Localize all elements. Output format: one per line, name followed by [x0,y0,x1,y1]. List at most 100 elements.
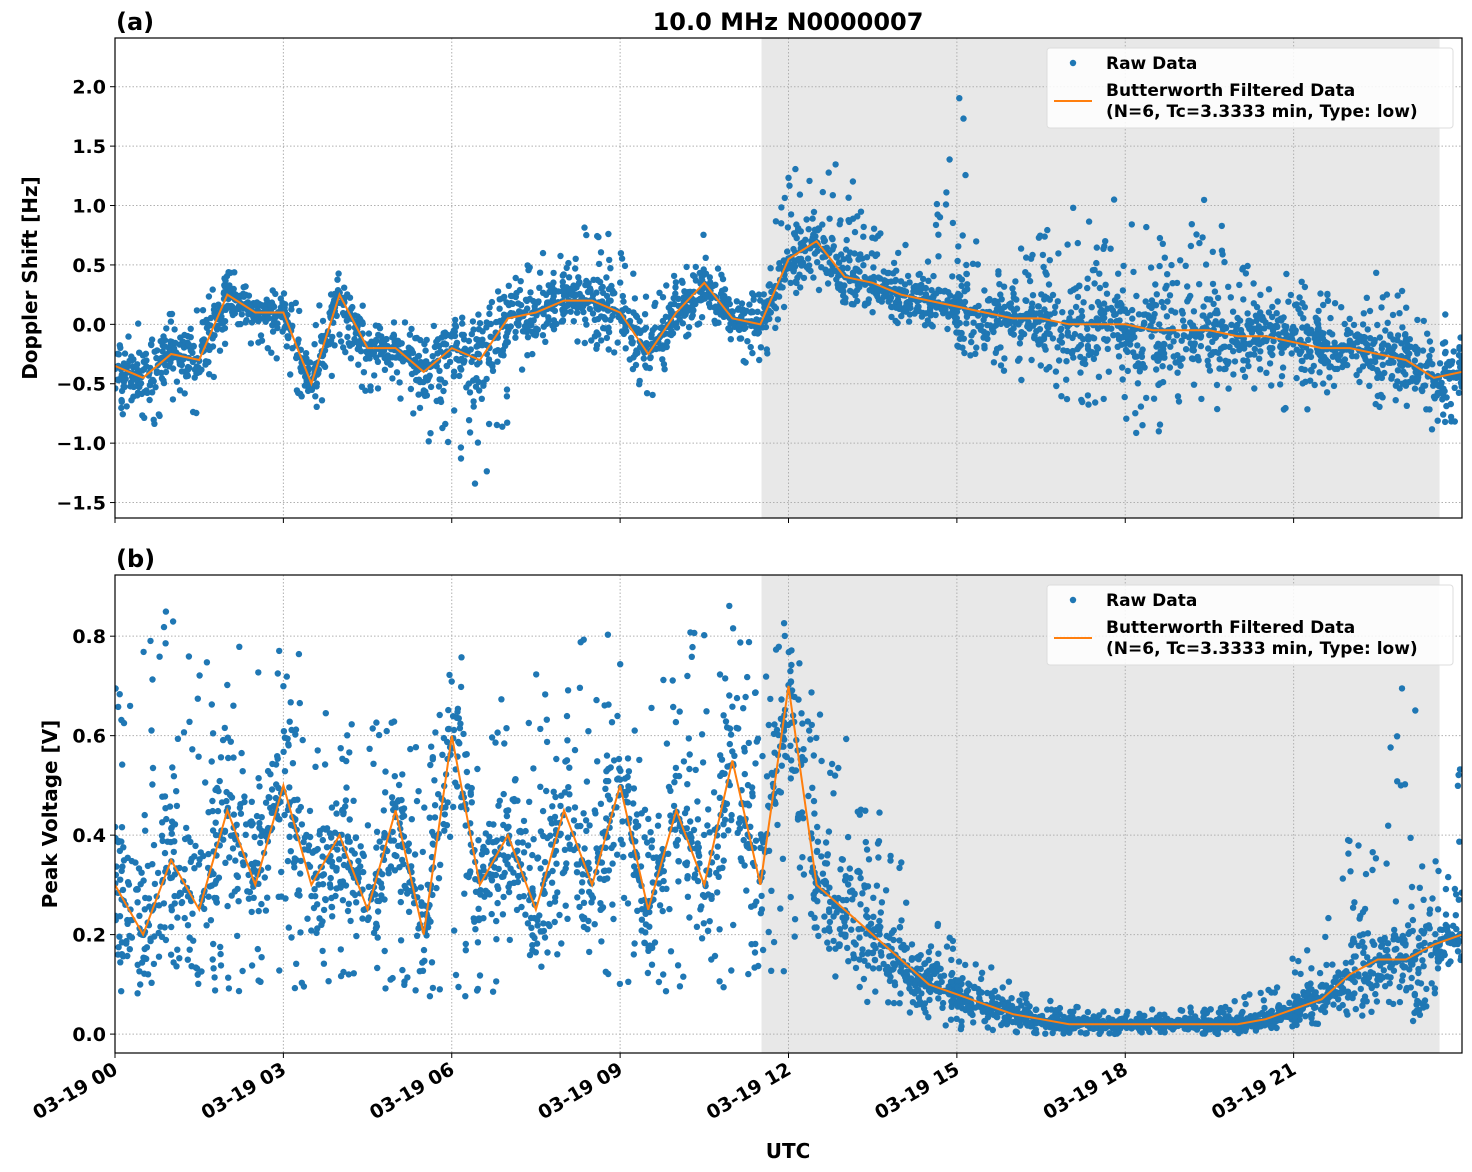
raw-point [904,272,912,280]
raw-point [835,259,843,266]
raw-point [1014,357,1022,364]
raw-point [716,978,723,985]
raw-point [257,839,264,847]
raw-point [1094,325,1102,332]
raw-point [311,847,318,855]
raw-point [312,321,319,329]
raw-point [323,825,331,832]
raw-point [963,313,971,320]
raw-point [374,964,381,972]
raw-point [1152,281,1159,288]
raw-point [1263,337,1270,345]
raw-point [942,306,949,313]
raw-point [233,821,240,828]
raw-point [320,871,328,878]
raw-point [379,871,386,878]
raw-point [1270,337,1277,345]
raw-point [943,189,950,196]
raw-point [544,834,551,842]
raw-point [255,907,262,915]
raw-point [496,305,503,312]
raw-point [1179,355,1186,362]
raw-point [896,303,903,310]
raw-point [1133,429,1140,437]
raw-point [242,831,249,838]
raw-point [493,936,500,943]
raw-point [737,335,745,342]
raw-point [514,878,522,886]
raw-point [610,757,618,764]
raw-point [1241,373,1249,380]
raw-point [149,389,156,396]
raw-point [594,276,601,284]
raw-point [658,324,666,331]
raw-point [505,326,512,334]
raw-point [609,860,616,867]
raw-point [1257,366,1264,373]
raw-point [628,851,635,859]
raw-point [433,884,440,892]
raw-point [466,389,474,396]
raw-point [264,894,271,901]
raw-point [457,455,465,462]
raw-point [297,803,304,811]
raw-point [135,865,143,872]
raw-point [903,303,910,310]
raw-point [659,345,666,352]
raw-point [158,933,166,940]
raw-point [1042,294,1050,302]
raw-point [620,298,627,305]
raw-point [1139,422,1146,429]
raw-point [462,993,469,1000]
raw-point [1387,331,1394,338]
raw-point [189,746,196,753]
raw-point [890,259,898,267]
raw-point [700,231,707,238]
raw-point [995,271,1002,278]
raw-point [470,398,477,405]
raw-point [514,839,522,846]
raw-point [150,841,158,849]
raw-point [329,913,336,920]
raw-point [372,336,380,344]
raw-point [956,298,964,305]
raw-point [993,345,1001,353]
raw-point [631,940,638,947]
raw-point [345,900,352,907]
raw-point [676,316,683,323]
raw-point [969,260,977,267]
raw-point [315,366,323,374]
raw-point [949,273,956,280]
raw-point [621,262,629,270]
raw-point [1139,346,1146,353]
raw-point [595,260,603,268]
raw-point [222,277,229,284]
raw-point [857,208,865,215]
raw-point [719,294,727,301]
raw-point [254,945,261,953]
raw-point [1262,319,1269,326]
raw-point [326,309,333,317]
raw-point [488,875,495,882]
raw-point [224,902,231,910]
raw-point [1441,339,1449,346]
raw-point [460,730,467,738]
raw-point [524,352,531,359]
panel-b: 0.00.20.40.60.803-19 00 03-19 03 03-19 06 0… [29,545,1463,1124]
raw-point [1098,315,1105,322]
raw-point [854,213,861,220]
raw-point [960,115,967,122]
raw-point [660,676,667,684]
raw-point [160,623,168,631]
raw-point [239,859,247,866]
raw-point [209,827,217,834]
raw-point [663,282,670,289]
raw-point [894,296,902,303]
raw-point [203,922,210,929]
raw-point [1398,340,1405,347]
raw-point [604,631,612,638]
raw-point [537,865,544,872]
raw-point [695,852,703,859]
raw-point [339,807,346,814]
raw-point [601,702,608,709]
